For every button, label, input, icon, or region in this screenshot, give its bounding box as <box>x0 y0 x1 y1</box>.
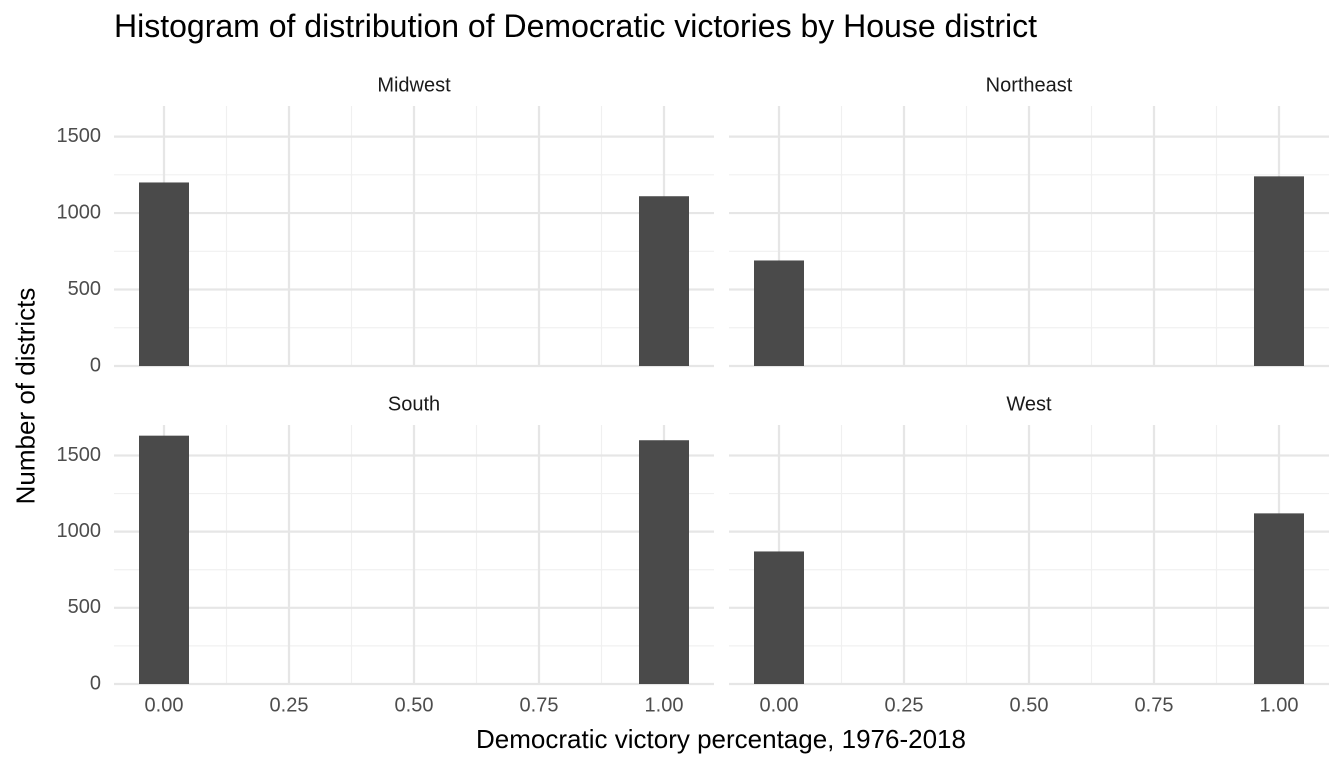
facet-label-west: West <box>1006 393 1052 415</box>
x-tick-label: 0.50 <box>395 694 434 716</box>
x-tick-label: 1.00 <box>645 694 684 716</box>
histogram-bar-west <box>1254 513 1304 684</box>
y-tick-label: 0 <box>90 672 101 694</box>
histogram-bar-northeast <box>754 260 804 366</box>
x-tick-label: 0.75 <box>1135 694 1174 716</box>
facet-label-midwest: Midwest <box>377 74 451 96</box>
y-tick-label: 1500 <box>57 444 102 466</box>
x-tick-label: 1.00 <box>1260 694 1299 716</box>
x-tick-label: 0.25 <box>885 694 924 716</box>
chart-title: Histogram of distribution of Democratic … <box>114 8 1037 44</box>
x-tick-label: 0.75 <box>520 694 559 716</box>
y-tick-label: 1500 <box>57 125 102 147</box>
x-tick-label: 0.00 <box>145 694 184 716</box>
y-tick-label: 1000 <box>57 201 102 223</box>
x-tick-label: 0.00 <box>760 694 799 716</box>
x-tick-label: 0.25 <box>270 694 309 716</box>
facet-label-northeast: Northeast <box>986 74 1073 96</box>
y-tick-label: 500 <box>68 278 101 300</box>
x-axis-title: Democratic victory percentage, 1976-2018 <box>476 724 966 754</box>
y-tick-label: 0 <box>90 354 101 376</box>
y-tick-label: 1000 <box>57 520 102 542</box>
y-tick-label: 500 <box>68 596 101 618</box>
histogram-bar-midwest <box>639 196 689 366</box>
histogram-bar-midwest <box>139 182 189 366</box>
histogram-bar-south <box>139 435 189 684</box>
histogram-bar-west <box>754 551 804 684</box>
facet-label-south: South <box>388 393 440 415</box>
x-tick-label: 0.50 <box>1010 694 1049 716</box>
histogram-bar-south <box>639 440 689 684</box>
histogram-bar-northeast <box>1254 176 1304 366</box>
